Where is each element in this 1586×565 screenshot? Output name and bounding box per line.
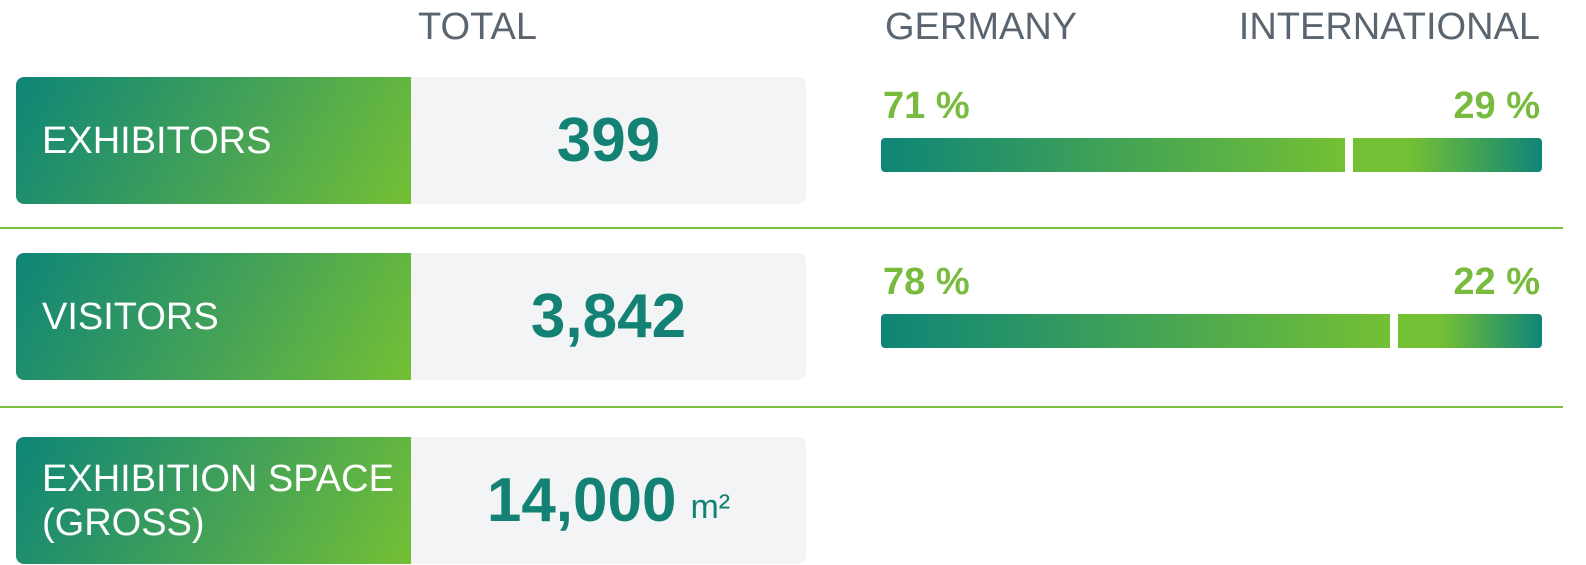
total-value: 399 [556,106,661,175]
total-box: 14,000 m² [411,437,806,564]
international-bar [1352,138,1542,172]
international-label: 22 % [1453,261,1540,303]
germany-label: 71 % [883,85,970,127]
total-value: 14,000 [486,466,677,535]
international-bar [1398,314,1542,348]
total-unit: m² [690,488,731,526]
divider [0,406,1563,408]
germany-bar [881,138,1345,172]
germany-bar [881,314,1391,348]
header-international: INTERNATIONAL [1238,6,1540,48]
total-box: 3,842 [411,253,806,380]
international-label: 29 % [1453,85,1540,127]
total-box: 399 [411,77,806,204]
row-label: EXHIBITORS [16,77,411,204]
header-total: TOTAL [418,6,537,48]
divider [0,227,1563,229]
row-label: EXHIBITION SPACE (GROSS) [16,437,411,564]
row-label: VISITORS [16,253,411,380]
total-value: 3,842 [530,282,687,351]
header-germany: GERMANY [885,6,1078,48]
germany-label: 78 % [883,261,970,303]
